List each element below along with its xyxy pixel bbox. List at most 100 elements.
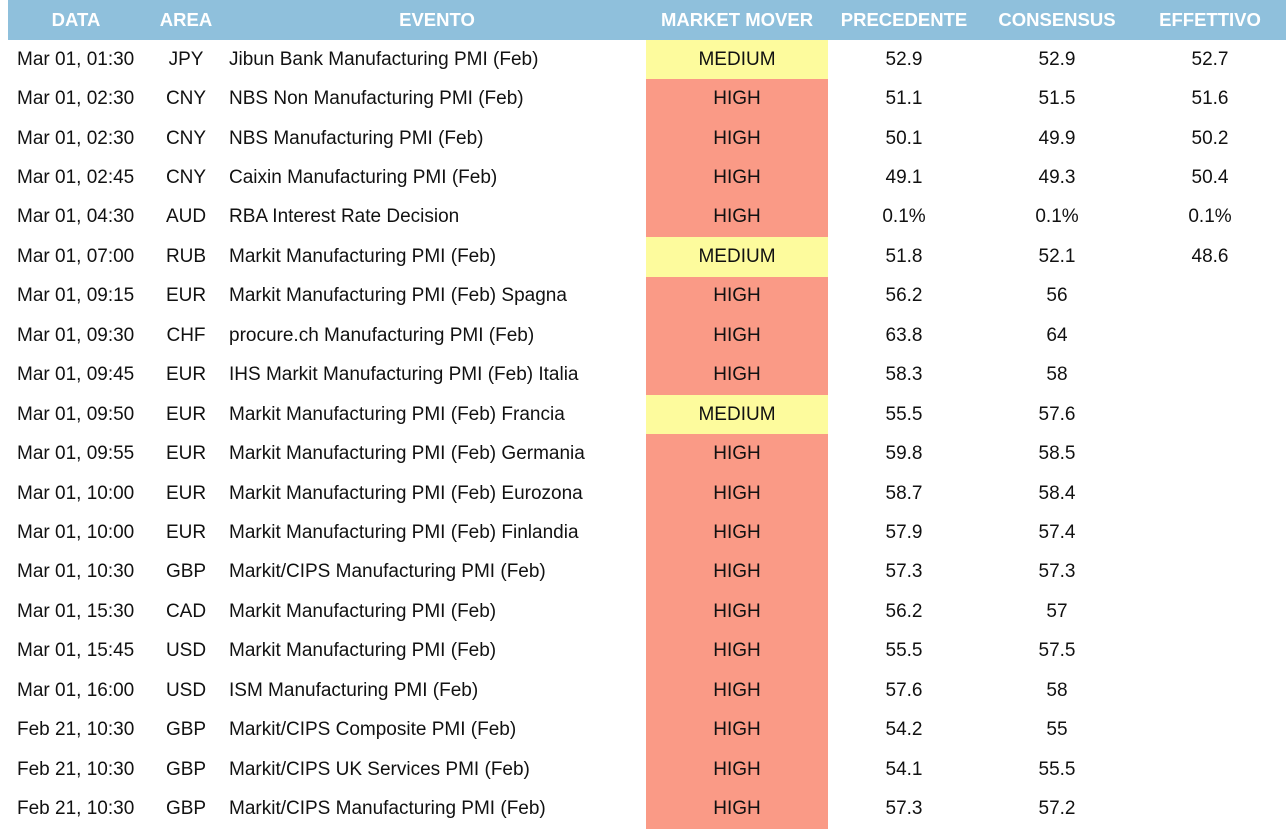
cell-market-mover: MEDIUM	[646, 394, 828, 435]
cell-precedente: 57.3	[885, 561, 923, 583]
cell-data: Mar 01, 15:45	[17, 640, 135, 662]
cell-precedente: 51.8	[885, 245, 923, 267]
column-header-data: DATA	[8, 0, 144, 40]
cell-data: Mar 01, 10:30	[17, 561, 135, 583]
table-row: Mar 01, 09:30 CHF procure.ch Manufacturing…	[8, 316, 1286, 356]
cell-evento: IHS Markit Manufacturing PMI (Feb) Itali…	[229, 364, 579, 386]
cell-data: Feb 21, 10:30	[17, 798, 135, 820]
cell-consensus: 0.1%	[1035, 206, 1079, 228]
cell-effettivo	[1134, 513, 1286, 552]
cell-data: Mar 01, 10:00	[17, 521, 135, 543]
cell-data: Feb 21, 10:30	[17, 719, 135, 741]
cell-area: EUR	[165, 285, 207, 307]
cell-precedente: 51.1	[885, 88, 923, 110]
column-header-area: AREA	[144, 0, 228, 40]
cell-area: USD	[165, 679, 207, 701]
cell-consensus: 57.3	[1038, 561, 1076, 583]
cell-data: Mar 01, 09:30	[17, 324, 135, 346]
cell-precedente: 57.9	[885, 521, 923, 543]
cell-data: Mar 01, 02:30	[17, 127, 135, 149]
cell-evento: Markit Manufacturing PMI (Feb) Germania	[229, 443, 585, 465]
cell-market-mover: HIGH	[646, 749, 828, 790]
cell-effettivo	[1134, 592, 1286, 631]
cell-market-mover: HIGH	[646, 158, 828, 198]
cell-area: EUR	[165, 482, 207, 504]
cell-evento: NBS Non Manufacturing PMI (Feb)	[229, 88, 524, 110]
cell-evento: procure.ch Manufacturing PMI (Feb)	[229, 324, 535, 346]
cell-evento: ISM Manufacturing PMI (Feb)	[229, 679, 479, 701]
economic-calendar-table: DATA AREA EVENTO MARKET MOVER PRECEDENTE…	[8, 0, 1286, 829]
cell-market-mover: HIGH	[646, 316, 828, 356]
cell-evento: Markit/CIPS UK Services PMI (Feb)	[229, 758, 530, 780]
cell-effettivo	[1134, 474, 1286, 513]
table-row: Mar 01, 01:30 JPY Jibun Bank Manufacturing…	[8, 40, 1286, 80]
cell-data: Mar 01, 09:50	[17, 403, 135, 425]
cell-evento: RBA Interest Rate Decision	[229, 206, 460, 228]
cell-consensus: 58	[1046, 679, 1068, 701]
cell-precedente: 56.2	[885, 285, 923, 307]
cell-evento: Jibun Bank Manufacturing PMI (Feb)	[229, 48, 539, 70]
cell-evento: Markit Manufacturing PMI (Feb)	[229, 600, 497, 622]
cell-data: Feb 21, 10:30	[17, 758, 135, 780]
cell-evento: Markit Manufacturing PMI (Feb) Finlandia	[229, 521, 579, 543]
cell-market-mover: HIGH	[646, 434, 828, 474]
cell-evento: Markit Manufacturing PMI (Feb) Eurozona	[229, 482, 583, 504]
cell-effettivo: 52.7	[1191, 48, 1229, 70]
cell-precedente: 58.3	[885, 364, 923, 386]
cell-evento: NBS Manufacturing PMI (Feb)	[229, 127, 484, 149]
cell-area: GBP	[165, 561, 207, 583]
cell-effettivo	[1134, 750, 1286, 789]
table-row: Mar 01, 09:55 EUR Markit Manufacturing PMI…	[8, 434, 1286, 474]
cell-data: Mar 01, 04:30	[17, 206, 135, 228]
cell-market-mover: MEDIUM	[646, 237, 828, 277]
cell-consensus: 49.3	[1038, 167, 1076, 189]
cell-market-mover: HIGH	[646, 789, 828, 829]
cell-consensus: 55.5	[1038, 758, 1076, 780]
cell-area: CNY	[165, 127, 207, 149]
cell-data: Mar 01, 16:00	[17, 679, 135, 701]
cell-data: Mar 01, 07:00	[17, 245, 135, 267]
table-row: Feb 21, 10:30 GBP Markit/CIPS Composite PM…	[8, 710, 1286, 750]
table-row: Mar 01, 10:30 GBP Markit/CIPS Manufacturin…	[8, 552, 1286, 593]
cell-consensus: 56	[1046, 285, 1068, 307]
cell-area: RUB	[165, 245, 207, 267]
table-body: Mar 01, 01:30 JPY Jibun Bank Manufacturing…	[8, 40, 1286, 829]
table-row: Mar 01, 15:45 USD Markit Manufacturing PMI…	[8, 631, 1286, 671]
cell-precedente: 58.7	[885, 482, 923, 504]
cell-consensus: 51.5	[1038, 88, 1076, 110]
cell-evento: Markit Manufacturing PMI (Feb)	[229, 245, 497, 267]
cell-effettivo: 48.6	[1191, 245, 1229, 267]
table-row: Mar 01, 04:30 AUD RBA Interest Rate Decisi…	[8, 197, 1286, 238]
column-header-effettivo: EFFETTIVO	[1134, 0, 1286, 40]
cell-consensus: 57	[1046, 600, 1068, 622]
column-header-evento: EVENTO	[228, 0, 646, 40]
table-row: Mar 01, 10:00 EUR Markit Manufacturing PMI…	[8, 513, 1286, 553]
table-row: Mar 01, 09:45 EUR IHS Markit Manufacturing…	[8, 355, 1286, 395]
cell-precedente: 55.5	[885, 640, 923, 662]
cell-consensus: 52.1	[1038, 245, 1076, 267]
cell-evento: Markit/CIPS Composite PMI (Feb)	[229, 719, 517, 741]
cell-market-mover: HIGH	[646, 473, 828, 514]
cell-precedente: 0.1%	[882, 206, 926, 228]
cell-precedente: 59.8	[885, 443, 923, 465]
table-row: Mar 01, 16:00 USD ISM Manufacturing PMI (F…	[8, 671, 1286, 711]
table-row: Feb 21, 10:30 GBP Markit/CIPS Manufacturin…	[8, 789, 1286, 829]
cell-effettivo: 51.6	[1191, 88, 1229, 110]
economic-calendar: DATA AREA EVENTO MARKET MOVER PRECEDENTE…	[8, 0, 1286, 829]
cell-effettivo	[1134, 356, 1286, 395]
table-row: Mar 01, 02:45 CNY Caixin Manufacturing PMI…	[8, 158, 1286, 198]
cell-evento: Markit Manufacturing PMI (Feb) Spagna	[229, 285, 567, 307]
cell-effettivo	[1134, 671, 1286, 710]
cell-area: GBP	[165, 798, 207, 820]
cell-area: GBP	[165, 719, 207, 741]
cell-consensus: 57.4	[1038, 521, 1076, 543]
cell-effettivo: 50.2	[1191, 127, 1229, 149]
table-row: Feb 21, 10:30 GBP Markit/CIPS UK Services …	[8, 749, 1286, 790]
cell-consensus: 58	[1046, 364, 1068, 386]
cell-area: USD	[165, 640, 207, 662]
cell-area: GBP	[165, 758, 207, 780]
cell-data: Mar 01, 01:30	[17, 48, 135, 70]
cell-precedente: 50.1	[885, 127, 923, 149]
cell-precedente: 54.1	[885, 758, 923, 780]
cell-consensus: 55	[1046, 719, 1068, 741]
